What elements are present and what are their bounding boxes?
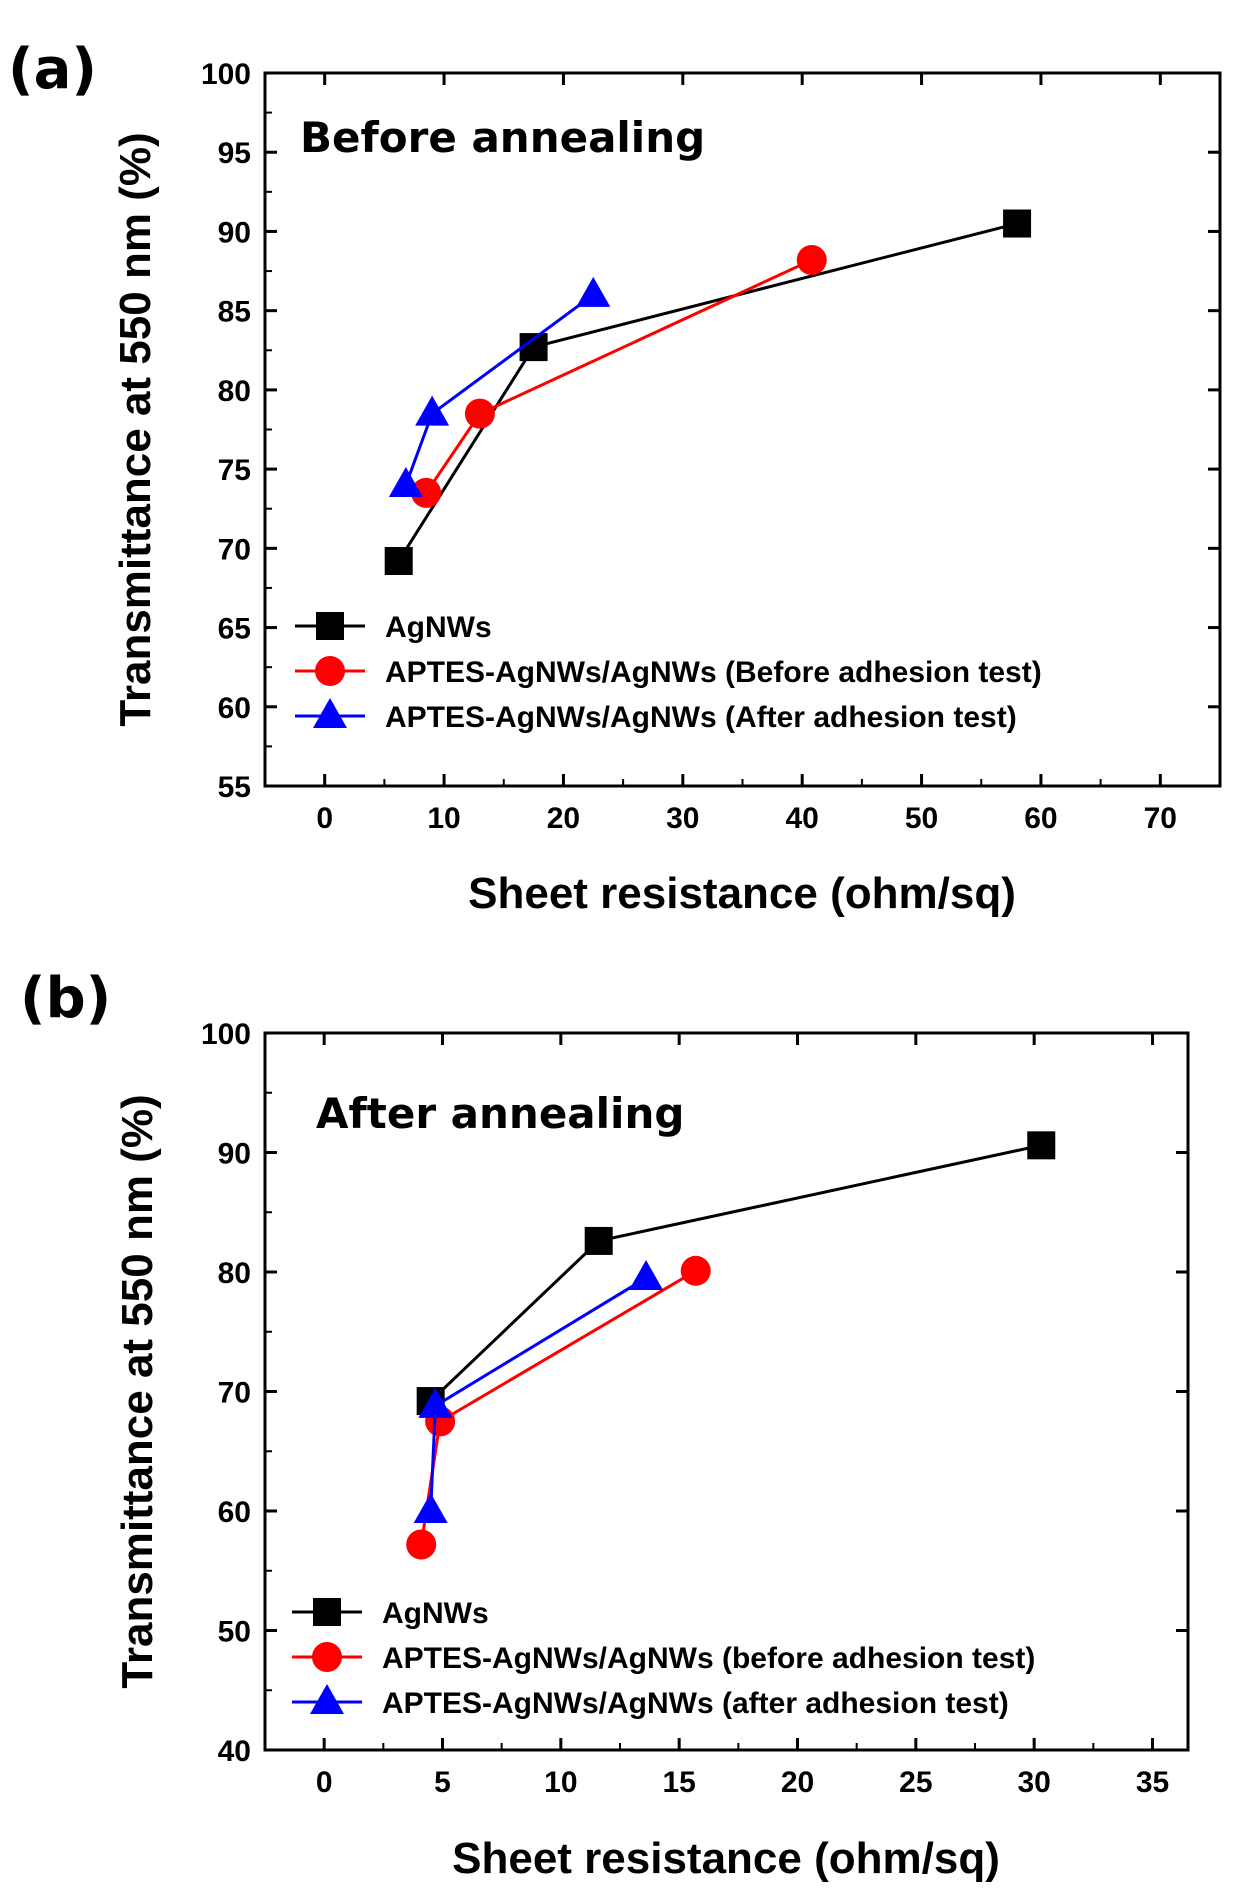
chart-annotation: After annealing bbox=[316, 1089, 684, 1138]
y-tick-label: 100 bbox=[201, 1018, 251, 1051]
series-2 bbox=[413, 1259, 664, 1523]
x-axis-label: Sheet resistance (ohm/sq) bbox=[452, 1834, 1000, 1883]
legend-label: AgNWs bbox=[385, 611, 492, 644]
legend-marker bbox=[313, 698, 347, 728]
panel-label: (a) bbox=[8, 37, 97, 102]
x-tick-label: 0 bbox=[316, 802, 333, 835]
legend-marker bbox=[312, 1642, 342, 1672]
x-tick-label: 15 bbox=[662, 1766, 695, 1799]
x-tick-label: 10 bbox=[427, 802, 460, 835]
legend-label: APTES-AgNWs/AgNWs (After adhesion test) bbox=[385, 701, 1017, 734]
y-tick-label: 60 bbox=[218, 692, 251, 725]
data-point bbox=[464, 398, 495, 429]
y-tick-label: 80 bbox=[218, 375, 251, 408]
y-tick-label: 100 bbox=[201, 58, 251, 91]
y-tick-label: 65 bbox=[218, 613, 251, 646]
series-0 bbox=[384, 209, 1032, 576]
data-point bbox=[576, 276, 611, 307]
data-point bbox=[796, 244, 827, 275]
data-point bbox=[415, 395, 450, 426]
y-tick-label: 40 bbox=[218, 1735, 251, 1768]
legend-marker bbox=[316, 612, 344, 640]
y-tick-label: 60 bbox=[218, 1496, 251, 1529]
data-point bbox=[388, 466, 423, 497]
data-point bbox=[584, 1226, 613, 1255]
series-line bbox=[429, 1276, 647, 1512]
x-tick-label: 5 bbox=[434, 1766, 451, 1799]
panel-label: (b) bbox=[20, 966, 111, 1031]
legend-label: AgNWs bbox=[382, 1597, 489, 1630]
series-line bbox=[404, 293, 595, 486]
x-tick-label: 20 bbox=[547, 802, 580, 835]
data-point bbox=[1027, 1131, 1056, 1160]
series-0 bbox=[416, 1131, 1056, 1416]
legend-marker bbox=[310, 1684, 344, 1714]
chart-panel-a: (a) 0 10 20 30 40 50 60 70 55 60 65 70 75 80 85 90 95 100 S… bbox=[8, 37, 1222, 918]
x-tick-label: 70 bbox=[1144, 802, 1177, 835]
data-point bbox=[680, 1255, 711, 1286]
legend: AgNWs APTES-AgNWs/AgNWs (Before adhesion … bbox=[295, 611, 1042, 734]
data-point bbox=[411, 477, 442, 508]
x-tick-label: 10 bbox=[544, 1766, 577, 1799]
data-point bbox=[413, 1493, 448, 1523]
x-tick-label: 60 bbox=[1024, 802, 1057, 835]
legend-label: APTES-AgNWs/AgNWs (before adhesion test) bbox=[382, 1642, 1035, 1675]
data-point bbox=[384, 547, 413, 576]
y-tick-label: 90 bbox=[218, 1138, 251, 1171]
y-tick-label: 55 bbox=[218, 771, 251, 804]
y-tick-label: 70 bbox=[218, 533, 251, 566]
x-tick-label: 30 bbox=[666, 802, 699, 835]
x-tick-label: 50 bbox=[905, 802, 938, 835]
legend: AgNWs APTES-AgNWs/AgNWs (before adhesion … bbox=[292, 1597, 1035, 1720]
x-axis-label: Sheet resistance (ohm/sq) bbox=[468, 869, 1016, 918]
chart-panel-b: (b) 0 5 10 15 20 25 30 35 40 50 60 70 80 90 100 Sheet re… bbox=[20, 966, 1190, 1883]
y-tick-label: 50 bbox=[218, 1616, 251, 1649]
legend-marker bbox=[315, 656, 345, 686]
legend-label: APTES-AgNWs/AgNWs (after adhesion test) bbox=[382, 1687, 1009, 1720]
legend-label: APTES-AgNWs/AgNWs (Before adhesion test) bbox=[385, 656, 1042, 689]
x-tick-label: 20 bbox=[781, 1766, 814, 1799]
y-tick-label: 90 bbox=[218, 216, 251, 249]
y-axis-label: Transmittance at 550 nm (%) bbox=[113, 1094, 162, 1688]
series-2 bbox=[388, 276, 611, 497]
legend-marker bbox=[313, 1598, 341, 1626]
y-tick-label: 95 bbox=[218, 137, 251, 170]
data-point bbox=[1003, 209, 1032, 238]
series-1 bbox=[411, 244, 827, 508]
data-point bbox=[629, 1259, 664, 1290]
series-line bbox=[397, 222, 1018, 562]
x-tick-label: 35 bbox=[1136, 1766, 1169, 1799]
series-line bbox=[419, 1269, 697, 1545]
x-tick-label: 30 bbox=[1017, 1766, 1050, 1799]
series-1 bbox=[406, 1255, 711, 1560]
y-tick-label: 70 bbox=[218, 1377, 251, 1410]
y-axis-label: Transmittance at 550 nm (%) bbox=[111, 132, 160, 726]
chart-annotation: Before annealing bbox=[300, 113, 705, 162]
x-tick-label: 25 bbox=[899, 1766, 932, 1799]
data-point bbox=[418, 1387, 453, 1418]
x-tick-label: 0 bbox=[316, 1766, 333, 1799]
y-tick-label: 80 bbox=[218, 1257, 251, 1290]
x-tick-label: 40 bbox=[786, 802, 819, 835]
y-tick-label: 85 bbox=[218, 296, 251, 329]
series-line bbox=[429, 1143, 1042, 1403]
y-tick-label: 75 bbox=[218, 454, 251, 487]
data-point bbox=[406, 1529, 437, 1560]
